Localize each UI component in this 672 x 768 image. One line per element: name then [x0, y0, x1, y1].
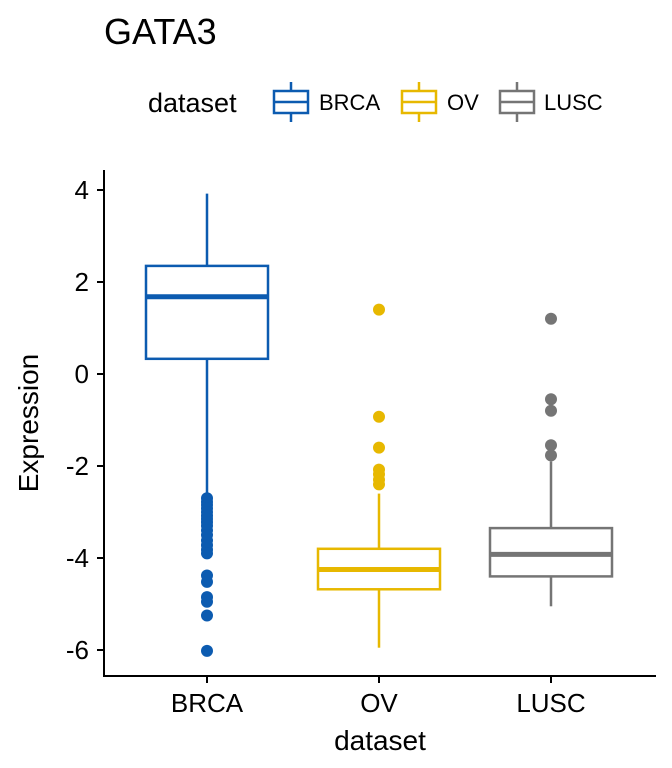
legend-key-icon — [498, 82, 536, 122]
outlier-point — [373, 410, 385, 423]
legend-entry-brca: BRCA — [272, 82, 380, 122]
y-tick-label: 4 — [75, 175, 89, 205]
y-axis-ticks: 4 2 0 -2 -4 -6 — [66, 175, 104, 665]
y-axis-title: Expression — [13, 354, 44, 493]
chart-title: GATA3 — [104, 11, 217, 52]
y-tick-label: -2 — [66, 451, 89, 481]
box-iqr — [144, 264, 270, 361]
box-ov — [316, 303, 442, 648]
outlier-point — [201, 575, 213, 588]
legend-label: OV — [447, 90, 479, 115]
outlier-point — [201, 609, 213, 622]
outlier-point — [201, 595, 213, 608]
outlier-point — [373, 478, 385, 491]
legend: dataset BRCA OV LUSC — [148, 82, 603, 122]
outlier-point — [201, 547, 213, 560]
y-tick-label: 2 — [75, 267, 89, 297]
legend-key-icon — [400, 82, 438, 122]
x-axis-title: dataset — [334, 725, 426, 756]
x-tick-label: OV — [360, 688, 398, 718]
legend-label: BRCA — [319, 90, 380, 115]
box-brca — [144, 193, 270, 657]
outlier-point — [545, 449, 557, 462]
outlier-point — [545, 439, 557, 452]
legend-title: dataset — [148, 88, 237, 118]
x-axis-ticks: BRCA OV LUSC — [171, 676, 586, 718]
outlier-point — [201, 644, 213, 657]
outlier-point — [545, 404, 557, 417]
legend-label: LUSC — [544, 90, 603, 115]
x-tick-label: BRCA — [171, 688, 244, 718]
x-tick-label: LUSC — [516, 688, 585, 718]
y-tick-label: -6 — [66, 635, 89, 665]
outlier-point — [373, 303, 385, 316]
outlier-point — [545, 393, 557, 406]
plot-area — [144, 193, 614, 657]
box-lusc — [488, 312, 614, 607]
outlier-point — [545, 312, 557, 325]
legend-key-icon — [272, 82, 310, 122]
y-tick-label: 0 — [75, 359, 89, 389]
legend-entry-ov: OV — [400, 82, 479, 122]
outlier-point — [373, 441, 385, 454]
legend-entry-lusc: LUSC — [498, 82, 603, 122]
y-tick-label: -4 — [66, 543, 89, 573]
